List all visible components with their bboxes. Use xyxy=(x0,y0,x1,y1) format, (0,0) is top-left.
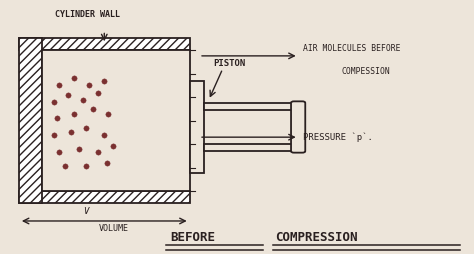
Text: AIR MOLECULES BEFORE: AIR MOLECULES BEFORE xyxy=(303,44,401,53)
Text: COMPRESSION: COMPRESSION xyxy=(275,231,357,244)
Text: CYLINDER WALL: CYLINDER WALL xyxy=(55,10,120,19)
Bar xyxy=(19,38,190,50)
Text: V: V xyxy=(82,207,88,216)
Text: COMPESSION: COMPESSION xyxy=(341,67,390,76)
Bar xyxy=(204,144,294,151)
Bar xyxy=(190,81,204,173)
Text: PISTON: PISTON xyxy=(213,59,246,68)
Bar xyxy=(19,191,190,203)
Text: VOLUME: VOLUME xyxy=(99,224,129,232)
FancyBboxPatch shape xyxy=(291,101,305,153)
Bar xyxy=(204,103,294,110)
Text: BEFORE: BEFORE xyxy=(171,231,216,244)
Bar xyxy=(19,38,42,203)
Text: PRESSURE `p`.: PRESSURE `p`. xyxy=(303,132,373,142)
Bar xyxy=(42,50,190,191)
